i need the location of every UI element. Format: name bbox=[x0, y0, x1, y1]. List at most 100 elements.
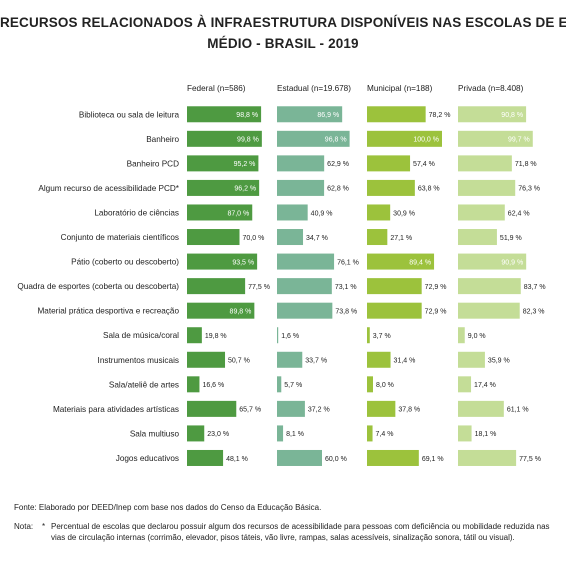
bar bbox=[277, 106, 343, 123]
data-label: 71,8 % bbox=[515, 161, 537, 168]
legend-header: Federal (n=586) bbox=[187, 84, 246, 93]
bar bbox=[458, 400, 504, 417]
bar bbox=[277, 229, 304, 246]
data-label: 19,8 % bbox=[205, 333, 227, 340]
bar bbox=[458, 179, 516, 196]
data-label: 34,7 % bbox=[306, 235, 328, 242]
data-label: 51,9 % bbox=[500, 235, 522, 242]
bar bbox=[367, 400, 396, 417]
bar bbox=[367, 155, 411, 172]
bar bbox=[458, 229, 497, 246]
data-label: 17,4 % bbox=[474, 382, 496, 389]
data-label: 76,1 % bbox=[337, 259, 359, 266]
bar bbox=[187, 204, 253, 221]
data-label: 90,9 % bbox=[501, 259, 523, 266]
bar bbox=[367, 130, 442, 147]
data-label: 16,6 % bbox=[202, 382, 224, 389]
data-label: 72,9 % bbox=[425, 284, 447, 291]
data-label: 70,0 % bbox=[243, 235, 265, 242]
data-label: 77,5 % bbox=[248, 284, 270, 291]
bar bbox=[458, 376, 472, 393]
data-label: 87,0 % bbox=[227, 210, 249, 217]
data-label: 9,0 % bbox=[468, 333, 486, 340]
bar bbox=[367, 351, 391, 368]
legend-header: Estadual (n=19.678) bbox=[277, 84, 351, 93]
data-label: 1,6 % bbox=[281, 333, 299, 340]
bar bbox=[187, 302, 255, 319]
bar bbox=[187, 400, 237, 417]
bar bbox=[187, 425, 205, 442]
bar bbox=[458, 327, 465, 344]
category-label: Sala de música/coral bbox=[103, 331, 179, 340]
bar bbox=[277, 425, 284, 442]
data-label: 62,8 % bbox=[327, 186, 349, 193]
bar bbox=[367, 278, 422, 295]
bar bbox=[458, 155, 512, 172]
footnote-label: Nota: bbox=[14, 522, 34, 531]
bar bbox=[277, 302, 333, 319]
category-label: Materiais para atividades artísticas bbox=[53, 405, 179, 414]
bar bbox=[458, 425, 472, 442]
data-label: 23,0 % bbox=[207, 431, 229, 438]
bar bbox=[458, 253, 527, 270]
data-label: 50,7 % bbox=[228, 358, 250, 365]
bar bbox=[277, 155, 325, 172]
category-label: Jogos educativos bbox=[116, 454, 179, 463]
data-label: 30,9 % bbox=[393, 210, 415, 217]
data-label: 82,3 % bbox=[523, 308, 545, 315]
data-label: 65,7 % bbox=[239, 407, 261, 414]
bar bbox=[458, 302, 520, 319]
category-label: Quadra de esportes (coberta ou descobert… bbox=[17, 282, 179, 291]
legend-header: Municipal (n=188) bbox=[367, 84, 433, 93]
bar bbox=[187, 278, 246, 295]
bar bbox=[187, 376, 200, 393]
bar bbox=[187, 179, 260, 196]
data-label: 99,8 % bbox=[237, 137, 259, 144]
bar bbox=[367, 204, 391, 221]
legend-header: Privada (n=8.408) bbox=[458, 84, 524, 93]
data-label: 95,2 % bbox=[234, 161, 256, 168]
category-label: Material prática desportiva e recreação bbox=[37, 307, 179, 316]
footnote-marker: * bbox=[42, 522, 46, 531]
data-label: 99,7 % bbox=[508, 137, 530, 144]
bar bbox=[458, 204, 505, 221]
data-label: 90,8 % bbox=[501, 112, 523, 119]
bar bbox=[367, 425, 373, 442]
data-label: 96,8 % bbox=[325, 137, 347, 144]
bar bbox=[277, 351, 303, 368]
bar bbox=[187, 106, 262, 123]
bar bbox=[187, 229, 240, 246]
bar bbox=[277, 253, 335, 270]
data-label: 48,1 % bbox=[226, 456, 248, 463]
bar bbox=[187, 351, 226, 368]
bar bbox=[367, 106, 426, 123]
category-label: Instrumentos musicais bbox=[98, 356, 179, 365]
category-label: Biblioteca ou sala de leitura bbox=[79, 110, 180, 119]
bar bbox=[277, 179, 325, 196]
category-label: Sala/ateliê de artes bbox=[109, 380, 179, 389]
data-label: 83,7 % bbox=[524, 284, 546, 291]
bar bbox=[277, 449, 322, 466]
bar bbox=[458, 130, 533, 147]
data-label: 61,1 % bbox=[507, 407, 529, 414]
bar bbox=[187, 327, 202, 344]
data-label: 40,9 % bbox=[311, 210, 333, 217]
data-label: 98,8 % bbox=[236, 112, 258, 119]
data-label: 27,1 % bbox=[390, 235, 412, 242]
data-label: 37,8 % bbox=[398, 407, 420, 414]
data-label: 76,3 % bbox=[518, 186, 540, 193]
bar bbox=[277, 278, 332, 295]
bar bbox=[458, 278, 521, 295]
footnote-text: Percentual de escolas que declarou possu… bbox=[51, 522, 550, 542]
data-label: 62,9 % bbox=[327, 161, 349, 168]
data-label: 57,4 % bbox=[413, 161, 435, 168]
bar bbox=[187, 449, 224, 466]
source-note: Fonte: Elaborado por DEED/Inep com base … bbox=[14, 503, 322, 512]
data-label: 89,8 % bbox=[230, 308, 252, 315]
category-label: Algum recurso de acessibilidade PCD* bbox=[38, 184, 179, 193]
bar bbox=[367, 376, 373, 393]
bar bbox=[187, 130, 262, 147]
bar bbox=[187, 155, 259, 172]
data-label: 62,4 % bbox=[508, 210, 530, 217]
data-label: 96,2 % bbox=[234, 186, 256, 193]
